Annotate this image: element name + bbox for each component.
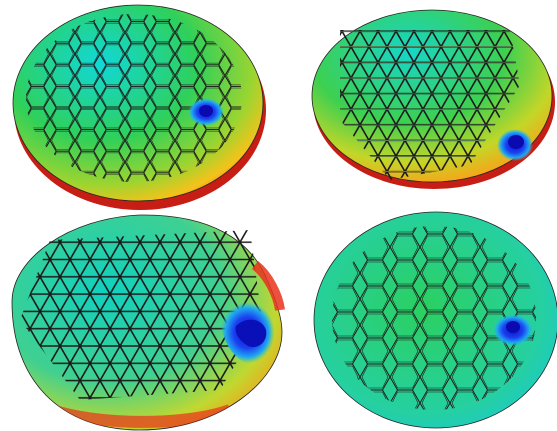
panel-bottom-right: [313, 211, 557, 429]
panel-top-left: [12, 4, 266, 210]
panel-bottom-left: [11, 214, 285, 431]
panel-top-right: [311, 9, 555, 189]
